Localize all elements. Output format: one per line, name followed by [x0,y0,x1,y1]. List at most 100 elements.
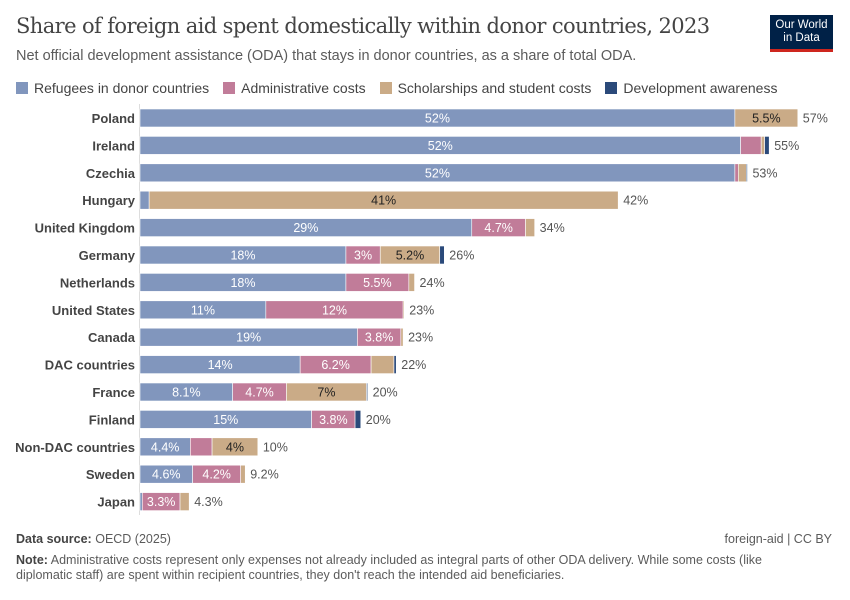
legend-item[interactable]: Scholarships and student costs [379,80,592,96]
data-label: 18% [230,249,255,263]
bar-segment[interactable] [370,355,395,374]
bar-segment[interactable] [525,218,535,237]
legend: Refugees in donor countries Administrativ… [16,80,777,96]
total-label: 23% [409,303,434,317]
bar-segment[interactable] [402,300,405,320]
bar-segment[interactable] [190,437,213,457]
data-label: 3% [354,249,372,263]
total-label: 10% [263,440,288,454]
bar-segment[interactable] [439,245,445,265]
data-label: 11% [191,303,215,317]
legend-swatch [605,82,618,94]
data-label: 4.7% [245,386,274,400]
bar-segment[interactable] [240,464,246,484]
data-label: 5.5% [752,112,781,126]
data-label: 52% [428,139,453,153]
total-label: 9.2% [250,468,278,482]
total-label: 23% [408,331,433,345]
data-label: 3.3% [147,495,176,509]
total-label: 20% [366,413,391,427]
total-label: 57% [803,112,828,126]
owid-logo[interactable]: Our World in Data [770,15,833,52]
data-label: 6.2% [321,358,350,372]
legend-swatch [223,82,236,94]
legend-label: Scholarships and student costs [397,80,592,96]
data-label: 3.8% [365,331,394,345]
total-label: 34% [540,221,565,235]
category-label: Canada [88,330,136,345]
data-label: 19% [236,331,261,345]
legend-label: Development awareness [623,80,778,96]
category-label: Finland [89,412,135,427]
category-label: Hungary [82,193,136,208]
legend-label: Administrative costs [241,80,366,96]
data-label: 5.2% [396,249,425,263]
source-label: Data source: [16,532,92,546]
note: Note: Administrative costs represent onl… [16,553,816,583]
total-label: 4.3% [194,495,223,509]
legend-item[interactable]: Administrative costs [223,80,366,96]
source-value[interactable]: OECD (2025) [95,532,171,546]
bar-segment[interactable] [393,355,397,374]
chart-subtitle: Net official development assistance (ODA… [16,48,637,64]
total-label: 22% [401,358,426,372]
logo-line1: Our World [775,19,828,31]
category-label: France [92,385,135,400]
data-label: 41% [371,194,396,208]
category-label: United Kingdom [35,221,135,236]
bar-segment[interactable] [734,108,799,128]
bar-segment[interactable] [734,163,739,183]
bar-segment[interactable] [740,136,762,155]
total-label: 26% [449,249,474,263]
bar-segment[interactable] [148,190,619,210]
bar-segment[interactable] [400,327,404,347]
note-text: Administrative costs represent only expe… [16,553,762,582]
bar-segment[interactable] [764,136,770,155]
category-label: Poland [92,111,135,126]
data-source: Data source: OECD (2025) [16,532,171,546]
category-label: DAC countries [45,358,135,373]
bar-segment[interactable] [139,492,143,511]
category-label: Germany [79,248,136,263]
bar-segment[interactable] [211,437,259,457]
category-label: Netherlands [60,275,135,290]
data-label: 15% [213,413,238,427]
data-label: 29% [293,221,318,235]
data-label: 14% [208,358,233,372]
data-label: 4.4% [151,440,180,454]
bar-segment[interactable] [354,410,362,429]
category-label: United States [52,303,135,318]
legend-item[interactable]: Refugees in donor countries [16,80,209,96]
legend-swatch [16,82,28,94]
total-label: 53% [752,166,777,180]
data-label: 52% [425,166,450,180]
data-label: 8.1% [172,386,201,400]
category-label: Czechia [86,166,136,181]
bar-segment[interactable] [366,382,368,402]
category-label: Japan [97,495,135,510]
bar-segment[interactable] [746,163,748,183]
bar-segment[interactable] [408,273,415,292]
logo-line2: in Data [783,32,820,44]
data-label: 4.6% [152,468,181,482]
total-label: 24% [420,276,445,290]
category-label: Sweden [86,467,135,482]
total-label: 42% [623,194,648,208]
bar-segment[interactable] [139,190,150,210]
license[interactable]: foreign-aid | CC BY [724,532,832,546]
note-label: Note: [16,553,48,567]
bar-segment[interactable] [738,163,747,183]
data-label: 4% [226,440,244,454]
legend-item[interactable]: Development awareness [605,80,777,96]
data-label: 5.5% [363,276,392,290]
category-label: Ireland [92,138,135,153]
bar-segment[interactable] [179,492,190,511]
data-label: 52% [425,112,450,126]
data-label: 18% [230,276,255,290]
total-label: 55% [774,139,799,153]
data-label: 7% [317,386,335,400]
data-label: 4.7% [484,221,513,235]
bar-segment[interactable] [760,136,765,155]
chart-title: Share of foreign aid spent domestically … [16,14,710,38]
